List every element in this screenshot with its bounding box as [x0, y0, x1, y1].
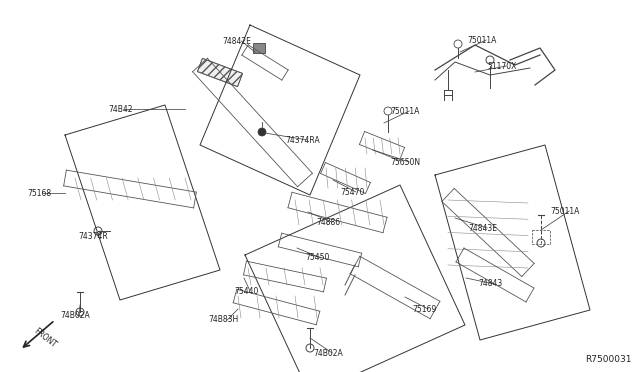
Text: 75011A: 75011A [467, 35, 497, 45]
Text: 74842E: 74842E [222, 36, 251, 45]
Text: 75650N: 75650N [390, 157, 420, 167]
Text: 75450: 75450 [305, 253, 330, 263]
Text: 74843: 74843 [478, 279, 502, 289]
Text: 75440: 75440 [234, 286, 259, 295]
Text: R7500031: R7500031 [586, 355, 632, 364]
Circle shape [258, 128, 266, 136]
Text: 74886: 74886 [316, 218, 340, 227]
Text: 75470: 75470 [340, 187, 364, 196]
Text: 75168: 75168 [27, 189, 51, 198]
Text: 51170X: 51170X [487, 61, 516, 71]
Text: 74374RA: 74374RA [285, 135, 320, 144]
Text: FRONT: FRONT [32, 327, 58, 350]
Text: 74B83H: 74B83H [208, 315, 238, 324]
Text: 75169: 75169 [412, 305, 436, 314]
Text: 74B42: 74B42 [108, 105, 132, 113]
Text: 75011A: 75011A [390, 106, 419, 115]
Bar [253, 43, 265, 53]
Text: 74B02A: 74B02A [313, 349, 343, 357]
Polygon shape [198, 58, 243, 87]
Text: 75011A: 75011A [550, 206, 579, 215]
Text: 74B02A: 74B02A [60, 311, 90, 321]
Text: 74374R: 74374R [78, 231, 108, 241]
Text: 74843E: 74843E [468, 224, 497, 232]
